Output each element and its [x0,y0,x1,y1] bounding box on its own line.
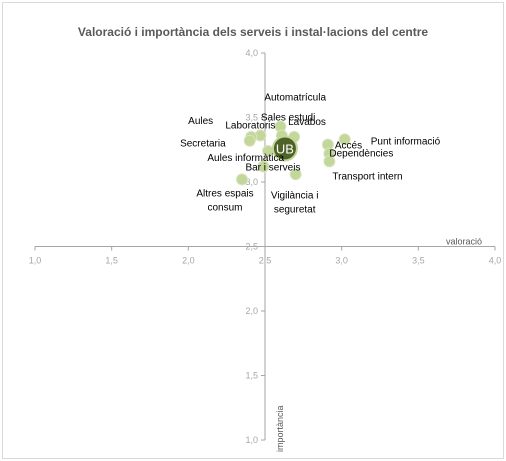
x-tick-label: 3,5 [412,256,425,266]
x-tick-label: 4,0 [489,256,502,266]
x-tick-label: 2,0 [182,256,195,266]
y-tick-label: 4,0 [245,48,258,58]
data-label: Dependències [329,149,393,160]
data-label: Sales estudi [261,113,315,124]
data-points [236,120,351,186]
y-axis-label: importància [275,405,285,452]
x-tick-label: 2,5 [259,256,272,266]
data-label: Punt informació [371,136,441,147]
data-point [257,160,270,173]
y-tick-label: 2,5 [245,242,258,252]
data-label: Vigilància i seguretat [271,190,319,215]
data-point [289,168,302,181]
y-tick-label: 1,0 [245,435,258,445]
data-label: Lavabos [288,117,326,128]
x-tick-label: 1,5 [105,256,118,266]
data-label: Laboratoris [225,121,275,132]
y-tick-label: 3,0 [245,177,258,187]
data-label: Automatrícula [264,93,326,104]
data-point [243,134,256,147]
x-tick-label: 3,0 [335,256,348,266]
data-label: Transport intern [332,171,402,182]
data-point-ub [271,135,298,162]
data-point [338,133,351,146]
x-tick-label: 1,0 [29,256,42,266]
x-axis-label: valoració [446,237,482,247]
data-label: Secretaria [180,139,226,150]
data-label: Aules [188,116,213,127]
data-label: Altres espais consum [196,188,253,213]
data-label: Accés [335,141,362,152]
data-label: Bar i serveis [245,163,300,174]
y-tick-label: 2,0 [245,306,258,316]
data-label-ub: UB [276,141,294,156]
data-label: Aules informàtica [207,153,284,164]
data-point [236,173,248,186]
y-tick-label: 3,5 [245,113,258,123]
chart-title: Valoració i importància dels serveis i i… [77,25,429,39]
data-point [323,155,336,168]
y-tick-label: 1,5 [245,371,258,381]
